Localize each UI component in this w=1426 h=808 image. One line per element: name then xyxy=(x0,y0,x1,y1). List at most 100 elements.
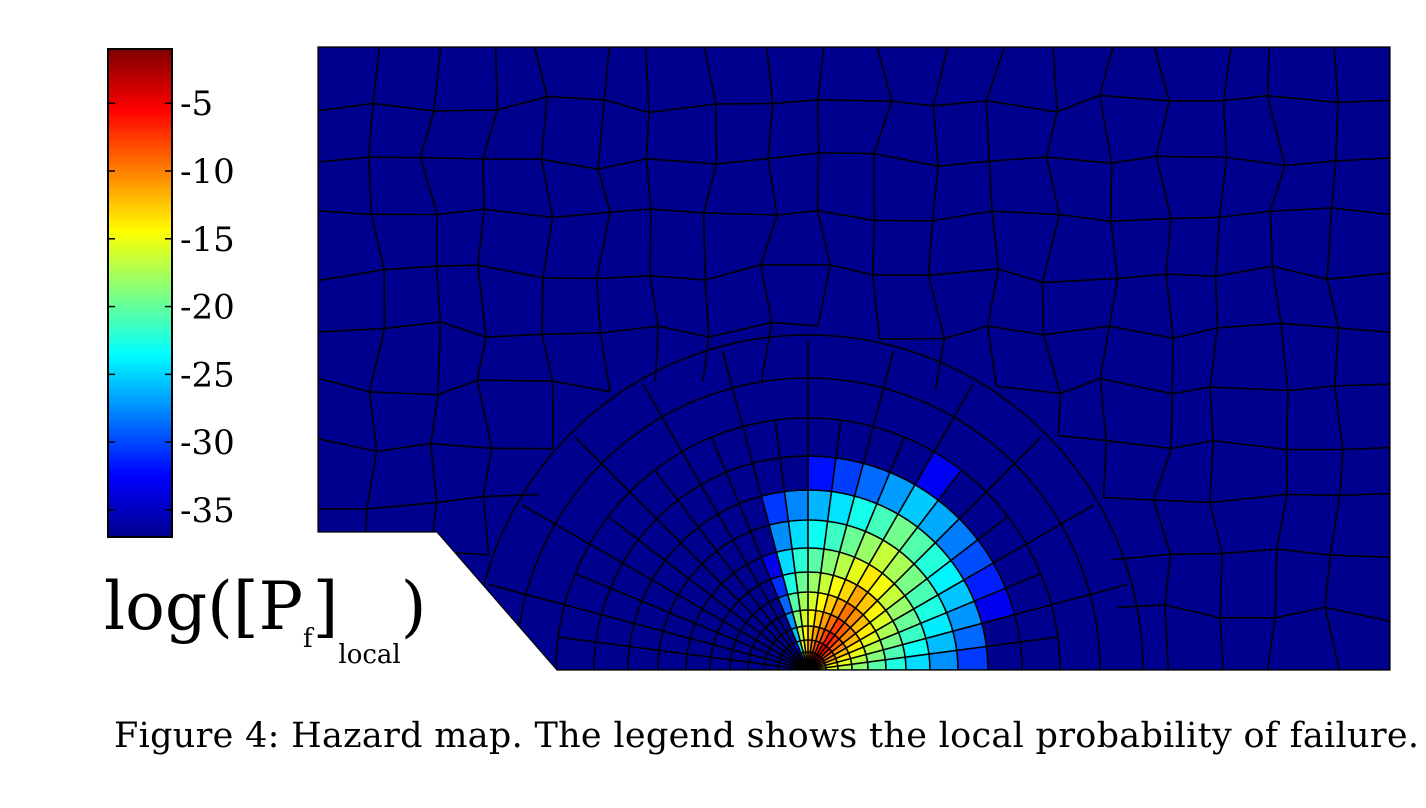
mesh-line xyxy=(593,455,1023,670)
mesh-line xyxy=(991,211,1000,269)
mesh-line xyxy=(599,332,611,392)
hot-cell xyxy=(842,633,860,648)
hot-cell xyxy=(761,491,789,526)
mesh-line xyxy=(1152,499,1172,555)
mesh-line xyxy=(515,377,1101,670)
mesh-line xyxy=(1215,265,1273,277)
mesh-line xyxy=(1266,47,1271,96)
mesh-line xyxy=(1171,439,1214,450)
hot-cell xyxy=(863,600,886,623)
mesh-line xyxy=(1339,492,1390,497)
mesh-line xyxy=(1267,94,1339,104)
mesh-line xyxy=(1222,100,1228,158)
mesh-line xyxy=(1223,94,1268,102)
mesh-line xyxy=(938,160,990,168)
hot-cell xyxy=(847,585,868,609)
colorbar-tick-label: -35 xyxy=(180,491,235,531)
mesh-line xyxy=(650,274,706,281)
mesh-line xyxy=(992,210,1060,216)
mesh-line xyxy=(1165,274,1174,339)
mesh-line xyxy=(376,442,431,453)
hot-cell xyxy=(935,518,978,561)
hot-cell xyxy=(831,457,864,497)
mesh-line xyxy=(1214,276,1219,328)
mesh-line xyxy=(807,420,842,670)
mesh-line xyxy=(1219,617,1224,670)
mesh-line xyxy=(546,95,605,101)
mesh-line xyxy=(816,99,820,153)
hot-cell xyxy=(808,456,836,492)
mesh-line xyxy=(483,493,539,498)
hot-cell xyxy=(761,552,783,580)
hot-cell xyxy=(892,609,921,633)
colorbar-tick-label: -5 xyxy=(180,84,213,124)
hot-cell xyxy=(815,627,825,643)
mesh-line xyxy=(1166,273,1216,277)
mesh-line xyxy=(433,109,498,112)
mesh-line xyxy=(807,351,895,670)
mesh-line xyxy=(484,208,553,219)
mesh-line xyxy=(477,265,487,338)
mesh-line xyxy=(597,168,611,213)
hot-cell xyxy=(946,601,982,632)
mesh-line xyxy=(873,152,939,167)
mesh-line xyxy=(771,321,819,327)
mesh-line xyxy=(988,160,993,212)
hot-cell xyxy=(899,527,936,564)
mesh-line xyxy=(772,99,818,105)
mesh-line xyxy=(807,636,1058,670)
mesh-line xyxy=(1165,218,1172,275)
hot-cell xyxy=(920,612,953,639)
mesh-line xyxy=(1326,207,1333,280)
mesh-line xyxy=(1275,494,1288,550)
mesh-line xyxy=(710,436,809,670)
mesh-line xyxy=(318,548,365,565)
mesh-line xyxy=(645,158,652,210)
mesh-line xyxy=(1043,325,1110,336)
mesh-line xyxy=(430,443,438,503)
mesh-line xyxy=(1324,607,1341,670)
mesh-line xyxy=(1330,160,1337,209)
mesh-line xyxy=(767,158,778,216)
mesh-line xyxy=(477,209,485,266)
hot-cell xyxy=(854,531,883,565)
hot-cell xyxy=(894,563,928,596)
mesh-line xyxy=(872,274,929,277)
hot-cell xyxy=(823,631,835,647)
mesh-line xyxy=(1111,155,1157,164)
hot-cell xyxy=(819,612,831,630)
hot-cell xyxy=(917,500,960,543)
hot-cell xyxy=(830,618,845,636)
hot-cell xyxy=(952,623,987,651)
hot-cell xyxy=(833,648,849,659)
hot-cell xyxy=(808,572,821,593)
mesh-line xyxy=(891,100,934,107)
mesh-line xyxy=(1334,383,1390,387)
colorbar: -5 -10 -15 -20 -25 -30 -35 xyxy=(107,48,235,538)
mesh-line xyxy=(437,208,485,216)
mesh-line xyxy=(715,102,773,105)
mesh-line xyxy=(1103,496,1154,501)
mesh-line xyxy=(985,100,991,162)
hot-cell xyxy=(824,614,838,632)
mesh-line xyxy=(872,153,876,221)
mesh-line xyxy=(482,158,486,210)
mesh-line xyxy=(763,625,853,670)
mesh-line xyxy=(654,326,660,382)
mesh-line xyxy=(419,110,435,158)
hot-cell xyxy=(795,572,808,593)
hot-cell xyxy=(792,548,808,573)
mesh-line xyxy=(1209,327,1219,388)
hot-cell xyxy=(883,514,918,551)
hot-cell xyxy=(904,578,938,609)
mesh-line xyxy=(1164,604,1170,670)
mesh-line xyxy=(871,220,876,275)
mesh-line xyxy=(1056,94,1100,113)
mesh-line xyxy=(1331,207,1390,216)
mesh-line xyxy=(1285,390,1289,450)
mesh-line xyxy=(1052,47,1058,112)
mesh-line xyxy=(1333,47,1339,103)
mesh-line xyxy=(1046,156,1112,164)
mesh-line xyxy=(369,391,439,396)
mesh-line xyxy=(816,47,825,100)
